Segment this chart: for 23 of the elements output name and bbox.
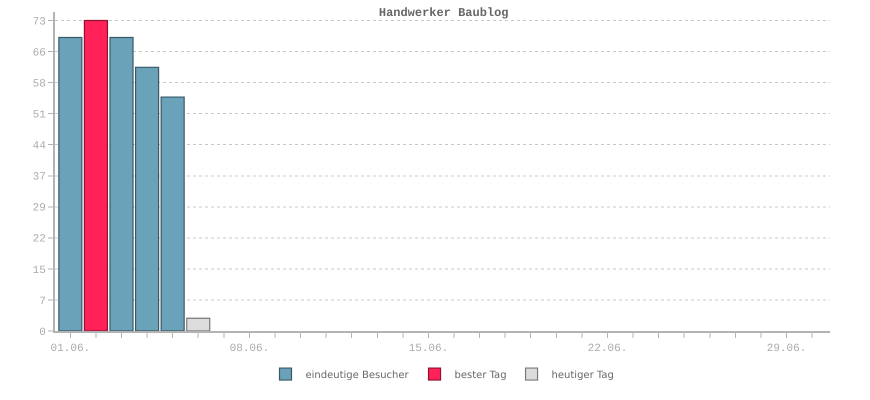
x-tick-label: 29.06. [766, 343, 806, 356]
y-tick-label: 37 [32, 172, 46, 184]
y-tick-label: 44 [32, 140, 46, 153]
y-tick-label: 51 [32, 110, 46, 122]
y-tick-label: 58 [32, 78, 46, 90]
y-tick-label: 22 [32, 234, 46, 246]
y-tick-label: 15 [32, 264, 46, 277]
bar [84, 20, 108, 331]
y-tick-label: 0 [39, 326, 46, 339]
bar [186, 318, 210, 331]
x-tick-label: 01.06. [50, 343, 90, 356]
x-tick-label: 22.06. [588, 343, 628, 356]
y-tick-label: 73 [32, 16, 46, 28]
legend-label: heutiger Tag [552, 370, 614, 381]
y-tick-label: 66 [32, 47, 46, 60]
bar [58, 36, 82, 331]
legend-label: bester Tag [454, 370, 507, 381]
y-tick-label: 29 [32, 202, 46, 215]
y-tick-label: 7 [39, 296, 46, 308]
chart-title: Handwerker Baublog [378, 6, 509, 20]
x-tick-label: 08.06. [230, 343, 270, 356]
x-tick-label: 15.06. [408, 343, 448, 356]
legend-label: eindeutige Besucher [306, 370, 410, 381]
